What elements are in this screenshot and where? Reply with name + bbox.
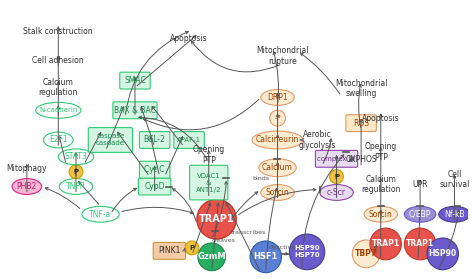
Ellipse shape: [252, 131, 303, 149]
Circle shape: [404, 228, 436, 260]
Text: P: P: [334, 174, 339, 180]
FancyBboxPatch shape: [315, 150, 358, 167]
Text: TRAP1: TRAP1: [199, 214, 235, 224]
Ellipse shape: [59, 179, 93, 194]
Text: Sorcin: Sorcin: [369, 210, 392, 219]
FancyBboxPatch shape: [346, 115, 376, 132]
Text: Opening
PTP: Opening PTP: [192, 145, 225, 165]
FancyBboxPatch shape: [138, 178, 171, 195]
Text: C/EBP: C/EBP: [409, 210, 431, 219]
Circle shape: [352, 240, 380, 268]
Ellipse shape: [82, 206, 119, 222]
Text: SMAC: SMAC: [124, 76, 146, 85]
Text: complex IV: complex IV: [317, 156, 356, 162]
Ellipse shape: [439, 206, 470, 222]
Text: BAX & BAC: BAX & BAC: [114, 106, 156, 115]
Text: Mitophagy: Mitophagy: [7, 164, 47, 173]
Text: Mitochondrial
swelling: Mitochondrial swelling: [335, 79, 387, 98]
Text: P: P: [73, 169, 79, 175]
Text: Calcium
regulation: Calcium regulation: [361, 175, 401, 194]
Circle shape: [69, 165, 83, 179]
FancyBboxPatch shape: [174, 132, 204, 148]
Text: deactivates: deactivates: [269, 245, 306, 250]
Text: binds: binds: [252, 175, 269, 181]
Ellipse shape: [36, 102, 81, 118]
Text: TNFR: TNFR: [66, 182, 86, 191]
Circle shape: [197, 199, 236, 239]
Text: Mitochondrial
rupture: Mitochondrial rupture: [256, 46, 309, 66]
Circle shape: [329, 170, 344, 184]
Text: HSP90
HSP70: HSP90 HSP70: [294, 245, 320, 258]
Circle shape: [185, 241, 199, 255]
Text: TRAP1: TRAP1: [406, 239, 434, 249]
Text: -P: -P: [274, 115, 281, 121]
Text: P: P: [190, 245, 194, 251]
FancyBboxPatch shape: [120, 72, 150, 89]
Text: APAF-1: APAF-1: [177, 137, 201, 143]
Text: cleaves: cleaves: [211, 238, 236, 243]
Text: OXPHOS: OXPHOS: [345, 155, 377, 164]
Text: TNF-a: TNF-a: [90, 210, 112, 219]
Text: Apoptosis: Apoptosis: [362, 114, 400, 123]
Circle shape: [270, 110, 285, 126]
Ellipse shape: [261, 90, 294, 105]
Text: Calcineurin: Calcineurin: [256, 136, 299, 145]
Text: c-Scr: c-Scr: [327, 188, 346, 197]
Text: GzmM: GzmM: [197, 252, 226, 261]
Ellipse shape: [320, 184, 353, 200]
Text: caspase
casdade: caspase casdade: [96, 133, 125, 146]
FancyBboxPatch shape: [190, 165, 228, 200]
Text: E2F1: E2F1: [49, 136, 68, 145]
Text: HSP90: HSP90: [428, 249, 457, 258]
FancyBboxPatch shape: [88, 128, 133, 152]
Ellipse shape: [364, 206, 398, 222]
Circle shape: [198, 243, 226, 271]
Text: Calcium
regulation: Calcium regulation: [38, 78, 78, 97]
Circle shape: [427, 238, 458, 270]
Circle shape: [250, 241, 282, 273]
Text: Nf-kB: Nf-kB: [444, 210, 465, 219]
FancyBboxPatch shape: [153, 242, 186, 259]
Text: Opening
PTP: Opening PTP: [365, 142, 397, 162]
Text: Cell
survival: Cell survival: [439, 170, 470, 189]
Text: N-cadherin: N-cadherin: [39, 107, 77, 113]
FancyBboxPatch shape: [139, 161, 170, 178]
Text: UPR: UPR: [412, 180, 428, 189]
Text: PHB2: PHB2: [17, 182, 37, 191]
Text: Cell adhesion: Cell adhesion: [33, 56, 84, 65]
Ellipse shape: [44, 132, 73, 148]
Text: STAT3: STAT3: [64, 152, 87, 161]
Text: VDAC1
&
ANT1/2: VDAC1 & ANT1/2: [196, 173, 221, 193]
Text: Sorcin: Sorcin: [265, 188, 290, 197]
Text: HSF1: HSF1: [254, 252, 278, 261]
Text: PINK1: PINK1: [158, 246, 181, 255]
Text: TBP7: TBP7: [355, 249, 377, 258]
Text: Calcium: Calcium: [262, 163, 293, 172]
Text: DRP1: DRP1: [267, 93, 288, 102]
Ellipse shape: [58, 149, 94, 165]
Ellipse shape: [404, 206, 436, 222]
Ellipse shape: [261, 184, 294, 200]
Text: Cyt C: Cyt C: [145, 165, 165, 174]
Ellipse shape: [259, 159, 296, 177]
Text: Apoptosis: Apoptosis: [170, 33, 208, 42]
Text: ROS: ROS: [353, 119, 369, 128]
Circle shape: [289, 234, 325, 270]
Text: BCL-2: BCL-2: [144, 136, 165, 145]
Text: TRAP1: TRAP1: [372, 239, 400, 249]
Text: Aerobic
glycolysis: Aerobic glycolysis: [298, 130, 336, 150]
Text: transcribes: transcribes: [230, 230, 265, 235]
Ellipse shape: [12, 179, 42, 194]
FancyBboxPatch shape: [113, 102, 157, 119]
Circle shape: [370, 228, 401, 260]
FancyBboxPatch shape: [139, 132, 170, 148]
Text: CypD: CypD: [145, 182, 165, 191]
Text: Stalk construction: Stalk construction: [24, 27, 93, 36]
